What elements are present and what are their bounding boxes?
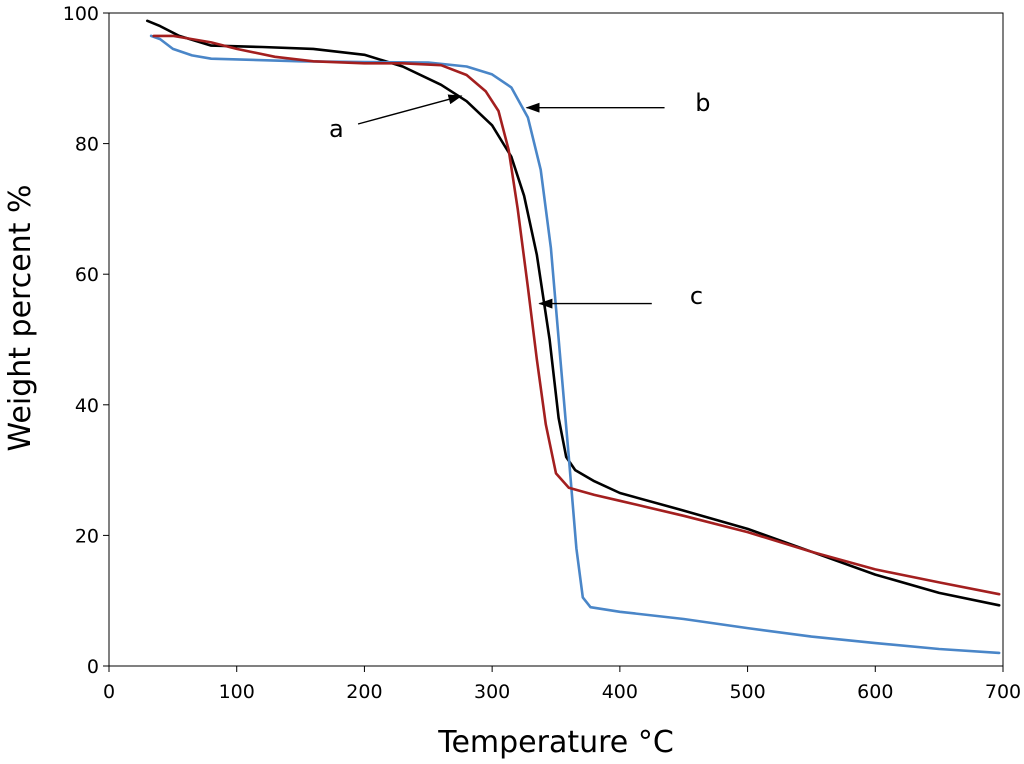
- x-tick-label: 0: [103, 681, 115, 703]
- x-tick-label: 100: [219, 681, 255, 703]
- y-axis-title: Weight percent %: [3, 185, 38, 452]
- x-tick-label: 300: [474, 681, 510, 703]
- y-tick-label: 60: [75, 264, 99, 286]
- y-tick-label: 40: [75, 395, 99, 417]
- x-tick-label: 400: [602, 681, 638, 703]
- x-tick-label: 200: [346, 681, 382, 703]
- y-tick-label: 80: [75, 134, 99, 156]
- y-tick-label: 100: [63, 3, 99, 25]
- x-tick-label: 500: [729, 681, 765, 703]
- x-tick-label: 600: [857, 681, 893, 703]
- x-tick-label: 700: [985, 681, 1021, 703]
- series-line-1: [146, 19, 1001, 607]
- annotation-label-a: a: [329, 115, 344, 143]
- series-line-3: [152, 34, 1001, 596]
- x-axis-title-unit: °C: [638, 725, 674, 760]
- x-axis-title: Temperature °C: [437, 725, 674, 760]
- y-tick-label: 20: [75, 525, 99, 547]
- annotation-arrow-a: [357, 94, 463, 125]
- plot-area: [108, 12, 1004, 667]
- series-line-2: [149, 34, 1001, 655]
- y-tick-label: 0: [87, 656, 99, 678]
- annotation-label-b: b: [695, 89, 710, 117]
- x-axis-title-text: Temperature: [437, 725, 638, 760]
- annotation-label-c: c: [690, 282, 703, 310]
